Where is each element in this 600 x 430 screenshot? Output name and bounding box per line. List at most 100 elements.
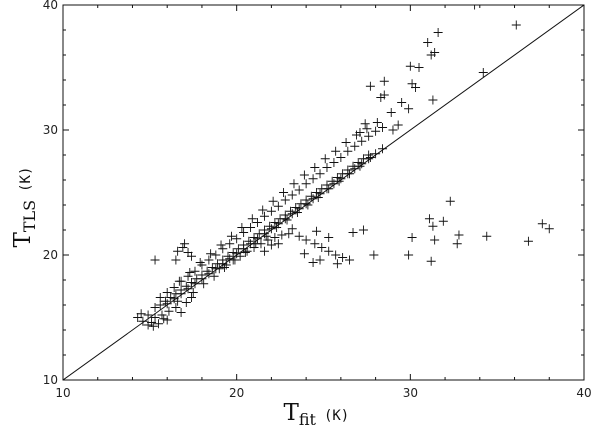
data-point-plus: [280, 195, 290, 205]
data-point-plus: [407, 79, 417, 89]
data-point-plus: [287, 190, 297, 200]
y-axis-title-main: T: [10, 232, 36, 248]
data-point-plus: [315, 189, 325, 199]
data-point-plus: [329, 179, 339, 189]
data-point-plus: [143, 320, 153, 330]
data-point-plus: [225, 254, 235, 264]
data-point-plus: [249, 233, 259, 242]
data-point-plus: [482, 231, 492, 241]
data-point-plus: [404, 250, 414, 260]
data-point-plus: [433, 28, 443, 37]
y-tick-label: 40: [43, 0, 58, 12]
data-point-plus: [154, 319, 164, 329]
data-point-plus: [169, 283, 179, 292]
data-point-plus: [310, 163, 320, 172]
data-point-plus: [263, 235, 273, 245]
data-point-plus: [258, 205, 268, 215]
data-point-plus: [150, 303, 160, 312]
data-point-plus: [272, 223, 282, 232]
data-point-plus: [259, 229, 269, 239]
data-point-plus: [242, 246, 252, 256]
data-point-plus: [313, 193, 323, 202]
data-point-plus: [386, 108, 396, 117]
data-point-plus: [240, 248, 250, 257]
data-point-plus: [247, 214, 257, 224]
data-point-plus: [322, 163, 332, 172]
data-point-plus: [266, 224, 276, 234]
x-tick-label: 20: [229, 386, 244, 400]
data-point-plus: [312, 226, 322, 236]
data-point-plus: [369, 250, 379, 260]
data-point-plus: [190, 279, 200, 289]
data-point-plus: [181, 281, 191, 291]
data-point-plus: [174, 276, 184, 286]
data-point-plus: [220, 263, 230, 272]
data-point-plus: [249, 243, 259, 252]
data-point-plus: [428, 221, 438, 231]
data-point-plus: [209, 271, 219, 281]
data-point-plus: [270, 218, 280, 227]
data-point-plus: [277, 230, 287, 240]
data-point-plus: [270, 233, 280, 242]
data-point-plus: [187, 251, 197, 261]
data-point-plus: [426, 50, 436, 60]
data-point-plus: [197, 260, 207, 270]
data-point-plus: [279, 188, 289, 197]
tick-labels: 10 20 30 40 10 20 30 40: [43, 0, 592, 400]
data-point-plus: [331, 250, 341, 260]
data-point-plus: [345, 255, 355, 265]
data-point-plus: [187, 278, 197, 287]
data-point-plus: [301, 199, 311, 209]
data-point-plus: [332, 173, 342, 182]
data-point-plus: [364, 154, 374, 164]
data-point-plus: [308, 174, 318, 184]
data-point-plus: [268, 196, 278, 206]
data-point-plus: [341, 138, 351, 147]
data-point-plus: [166, 293, 176, 302]
data-point-plus: [320, 154, 330, 164]
data-point-plus: [357, 159, 367, 169]
data-point-plus: [343, 146, 353, 156]
data-point-plus: [537, 219, 547, 229]
data-point-plus: [190, 266, 200, 276]
y-axis-unit: (K): [18, 167, 34, 192]
data-point-plus: [164, 306, 174, 316]
data-point-plus: [303, 200, 313, 210]
data-point-plus: [294, 185, 304, 195]
data-point-plus: [308, 194, 318, 204]
data-point-plus: [365, 153, 375, 162]
data-point-plus: [289, 179, 299, 189]
data-point-plus: [360, 119, 370, 129]
data-point-plus: [150, 313, 160, 322]
data-point-plus: [331, 146, 341, 156]
data-point-plus: [379, 76, 389, 86]
data-point-plus: [199, 279, 209, 289]
data-point-plus: [218, 259, 228, 269]
data-point-plus: [294, 231, 304, 241]
data-point-plus: [138, 316, 148, 326]
data-point-plus: [176, 308, 186, 317]
data-point-plus: [159, 314, 169, 324]
data-point-plus: [426, 256, 436, 266]
data-point-plus: [358, 225, 368, 235]
data-point-plus: [338, 253, 348, 262]
data-point-plus: [470, 5, 480, 10]
data-point-plus: [301, 179, 311, 189]
data-point-plus: [162, 315, 172, 325]
data-point-plus: [445, 196, 455, 206]
data-point-plus: [160, 296, 170, 306]
data-point-plus: [310, 239, 320, 249]
data-point-plus: [371, 149, 381, 159]
axis-ticks: [62, 4, 585, 381]
data-point-plus: [371, 126, 381, 136]
data-point-plus: [136, 309, 146, 319]
x-tick-label: 10: [55, 386, 70, 400]
data-point-plus: [239, 228, 249, 237]
data-point-plus: [206, 249, 216, 259]
data-point-plus: [273, 201, 283, 211]
data-point-plus: [232, 249, 242, 259]
data-point-plus: [365, 81, 375, 91]
data-point-plus: [404, 104, 414, 114]
data-point-plus: [202, 266, 212, 276]
